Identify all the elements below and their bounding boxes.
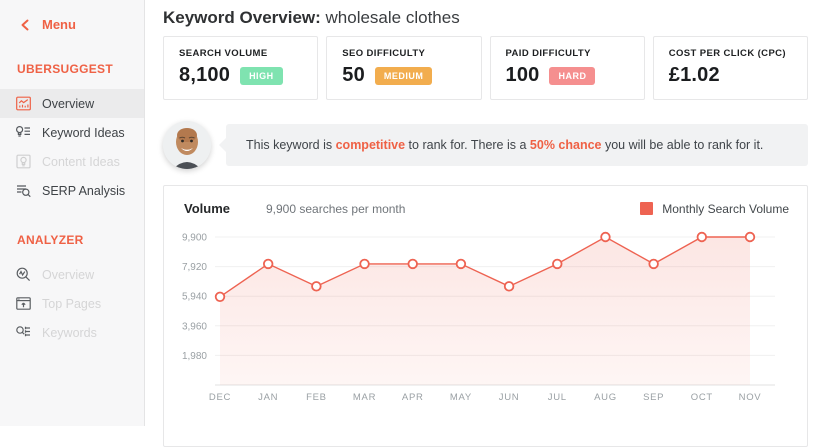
status-badge: HIGH xyxy=(240,66,283,85)
advice-text: you will be able to rank for it. xyxy=(601,138,764,152)
metric-label: SEO DIFFICULTY xyxy=(342,48,426,59)
svg-text:JUL: JUL xyxy=(548,392,567,403)
content-ideas-icon xyxy=(15,153,32,170)
advice-row: This keyword is competitive to rank for.… xyxy=(163,121,808,169)
menu-label: Menu xyxy=(42,17,76,32)
chart-legend: Monthly Search Volume xyxy=(640,202,789,216)
sidebar-item-label: Keyword Ideas xyxy=(42,125,125,140)
chevron-left-icon xyxy=(20,19,30,31)
serp-analysis-icon xyxy=(15,182,32,199)
top-pages-icon xyxy=(15,295,32,312)
chart-subtitle: 9,900 searches per month xyxy=(266,201,406,216)
page-title: Keyword Overview: wholesale clothes xyxy=(163,8,808,28)
keyword-ideas-icon xyxy=(15,124,32,141)
advice-highlight-chance: 50% chance xyxy=(529,138,602,152)
metric-label: SEARCH VOLUME xyxy=(179,48,268,59)
metric-value: 50 xyxy=(342,64,365,86)
svg-text:NOV: NOV xyxy=(739,392,762,403)
metric-value: 100 xyxy=(505,64,540,86)
volume-chart-panel: Volume 9,900 searches per month Monthly … xyxy=(163,185,808,447)
metric-value: 8,100 xyxy=(179,64,231,86)
svg-text:FEB: FEB xyxy=(306,392,327,403)
legend-swatch-icon xyxy=(640,202,654,215)
sidebar-item-keywords[interactable]: Keywords xyxy=(0,318,144,347)
ubersuggest-app: Menu UBERSUGGEST Overview xyxy=(0,0,808,447)
sidebar-item-label: Keywords xyxy=(42,325,97,340)
main-content: Keyword Overview: wholesale clothes SEAR… xyxy=(163,0,808,447)
advice-highlight-competitive: competitive xyxy=(335,138,406,152)
sidebar-item-content-ideas[interactable]: Content Ideas xyxy=(0,147,144,176)
svg-text:MAR: MAR xyxy=(353,392,376,403)
metric-cards: SEARCH VOLUME 8,100 HIGH SEO DIFFICULTY … xyxy=(163,36,808,100)
svg-text:3,960: 3,960 xyxy=(182,321,207,332)
metric-label: PAID DIFFICULTY xyxy=(505,48,591,59)
svg-text:MAY: MAY xyxy=(450,392,472,403)
svg-text:JUN: JUN xyxy=(499,392,520,403)
page-title-prefix: Keyword Overview: xyxy=(163,8,321,27)
metric-card-paid-difficulty: PAID DIFFICULTY 100 HARD xyxy=(489,36,645,100)
legend-label: Monthly Search Volume xyxy=(662,201,789,216)
chart-header: Volume 9,900 searches per month Monthly … xyxy=(164,186,807,222)
chart-title: Volume xyxy=(184,201,230,216)
sidebar-item-label: SERP Analysis xyxy=(42,183,126,198)
section-ubersuggest: UBERSUGGEST xyxy=(17,62,113,76)
ubersuggest-nav: Overview Keyword Ideas xyxy=(0,89,144,205)
advice-text: This keyword is xyxy=(246,138,336,152)
svg-text:APR: APR xyxy=(402,392,424,403)
svg-text:1,980: 1,980 xyxy=(182,351,207,362)
monthly-search-volume-chart[interactable]: 9,900 7,920 5,940 3,960 1,980 DEC JAN FEB MAR APR… xyxy=(164,222,807,412)
status-badge: MEDIUM xyxy=(374,66,433,85)
overview-chart-icon xyxy=(15,95,32,112)
svg-text:7,920: 7,920 xyxy=(182,262,207,273)
svg-text:9,900: 9,900 xyxy=(182,233,207,244)
svg-text:DEC: DEC xyxy=(209,392,231,403)
sidebar-item-label: Overview xyxy=(42,96,95,111)
advice-text: to rank for. There is a xyxy=(405,138,530,152)
svg-text:AUG: AUG xyxy=(594,392,617,403)
keyword-text: wholesale clothes xyxy=(325,8,460,27)
metric-card-search-volume: SEARCH VOLUME 8,100 HIGH xyxy=(163,36,319,100)
metric-value: £1.02 xyxy=(668,64,720,86)
svg-text:SEP: SEP xyxy=(643,392,664,403)
sidebar-item-analyzer-overview[interactable]: Overview xyxy=(0,260,144,289)
svg-text:5,940: 5,940 xyxy=(182,292,207,303)
advice-bubble: This keyword is competitive to rank for.… xyxy=(219,124,808,166)
sidebar-item-top-pages[interactable]: Top Pages xyxy=(0,289,144,318)
analyzer-nav: Overview Top Pages xyxy=(0,260,144,347)
section-analyzer: ANALYZER xyxy=(17,233,84,247)
sidebar-item-keyword-ideas[interactable]: Keyword Ideas xyxy=(0,118,144,147)
sidebar-item-serp-analysis[interactable]: SERP Analysis xyxy=(0,176,144,205)
back-menu-button[interactable]: Menu xyxy=(0,0,144,32)
metric-card-cpc: COST PER CLICK (CPC) £1.02 xyxy=(652,36,808,100)
metric-card-seo-difficulty: SEO DIFFICULTY 50 MEDIUM xyxy=(326,36,482,100)
svg-text:OCT: OCT xyxy=(691,392,713,403)
sidebar-item-label: Top Pages xyxy=(42,296,102,311)
sidebar-item-overview[interactable]: Overview xyxy=(0,89,144,118)
sidebar-item-label: Content Ideas xyxy=(42,154,120,169)
avatar xyxy=(163,121,211,169)
sidebar: Menu UBERSUGGEST Overview xyxy=(0,0,145,426)
chart-body: 9,900 7,920 5,940 3,960 1,980 DEC JAN FEB MAR APR… xyxy=(164,222,807,412)
svg-text:JAN: JAN xyxy=(258,392,278,403)
keywords-icon xyxy=(15,324,32,341)
sidebar-item-label: Overview xyxy=(42,267,95,282)
analyzer-overview-icon xyxy=(15,266,32,283)
metric-label: COST PER CLICK (CPC) xyxy=(668,48,786,59)
status-badge: HARD xyxy=(549,66,596,85)
